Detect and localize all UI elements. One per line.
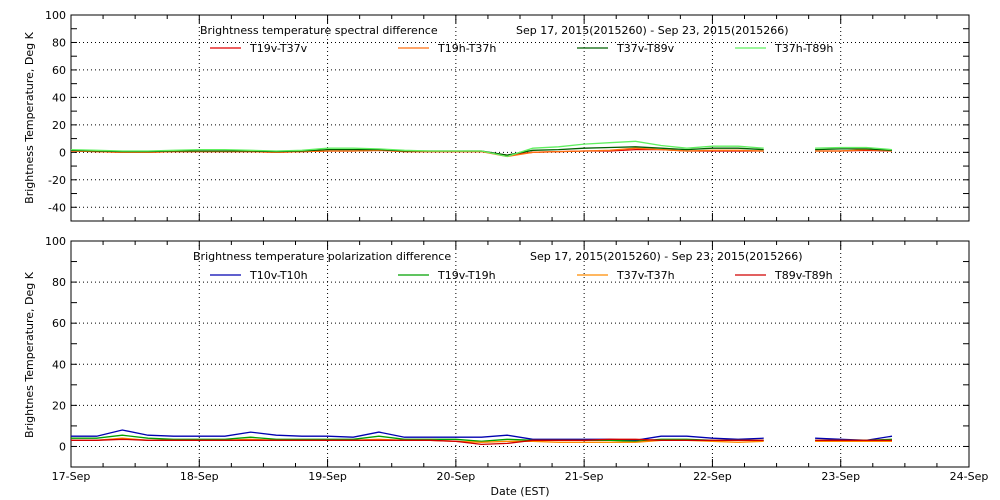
y-axis-label: Brightnes Temperature, Deg K: [23, 271, 36, 438]
y-tick-label: 100: [45, 9, 66, 22]
x-tick-label: 23-Sep: [821, 470, 860, 483]
series-line-T37h-T89h: [70, 140, 893, 158]
y-tick-label: 80: [52, 276, 66, 289]
legend-label: T37v-T37h: [616, 269, 675, 282]
legend-label: T37h-T89h: [774, 42, 833, 55]
chart-title: Brightness temperature polarization diff…: [193, 250, 451, 263]
y-tick-label: 0: [59, 146, 66, 159]
y-tick-label: -40: [48, 201, 66, 214]
y-tick-label: 60: [52, 64, 66, 77]
plot-frame: [70, 240, 970, 468]
legend-label: T19v-T19h: [437, 269, 496, 282]
legend-label: T10v-T10h: [249, 269, 308, 282]
y-tick-label: 20: [52, 119, 66, 132]
x-axis-label: Date (EST): [490, 485, 549, 498]
legend-label: T19v-T37v: [249, 42, 308, 55]
panel-2: 17-Sep 18-Sep 19-Sep 20-Sep 21-Sep 22-Sep 23-S…: [23, 235, 988, 498]
y-tick-label: -20: [48, 174, 66, 187]
y-tick-label: 0: [59, 440, 66, 453]
y-tick-label: 60: [52, 317, 66, 330]
x-tick-label: 21-Sep: [565, 470, 604, 483]
legend-label: T89v-T89h: [774, 269, 833, 282]
y-tick-label: 20: [52, 399, 66, 412]
x-tick-label: 17-Sep: [52, 470, 91, 483]
series-line-T89v-T89h: [71, 438, 892, 446]
panel-1: -40 -20 0 20 40 60 80 100 Brightness Temperature…: [23, 9, 970, 222]
date-range: Sep 17, 2015(2015260) - Sep 23, 2015(201…: [516, 24, 789, 37]
y-axis-label: Brightness Temperature, Deg K: [23, 31, 36, 203]
date-range: Sep 17, 2015(2015260) - Sep 23, 2015(201…: [530, 250, 803, 263]
chart-title: Brightness temperature spectral differen…: [200, 24, 438, 37]
legend-label: T37v-T89v: [616, 42, 675, 55]
y-tick-label: 100: [45, 235, 66, 248]
y-tick-label: 40: [52, 91, 66, 104]
y-tick-label: 80: [52, 36, 66, 49]
y-tick-label: 40: [52, 358, 66, 371]
x-tick-label: 19-Sep: [308, 470, 347, 483]
plot-frame: [70, 14, 970, 222]
legend-label: T19h-T37h: [437, 42, 496, 55]
x-tick-label: 18-Sep: [180, 470, 219, 483]
x-tick-label: 24-Sep: [950, 470, 989, 483]
x-tick-label: 20-Sep: [437, 470, 476, 483]
x-tick-label: 22-Sep: [693, 470, 732, 483]
